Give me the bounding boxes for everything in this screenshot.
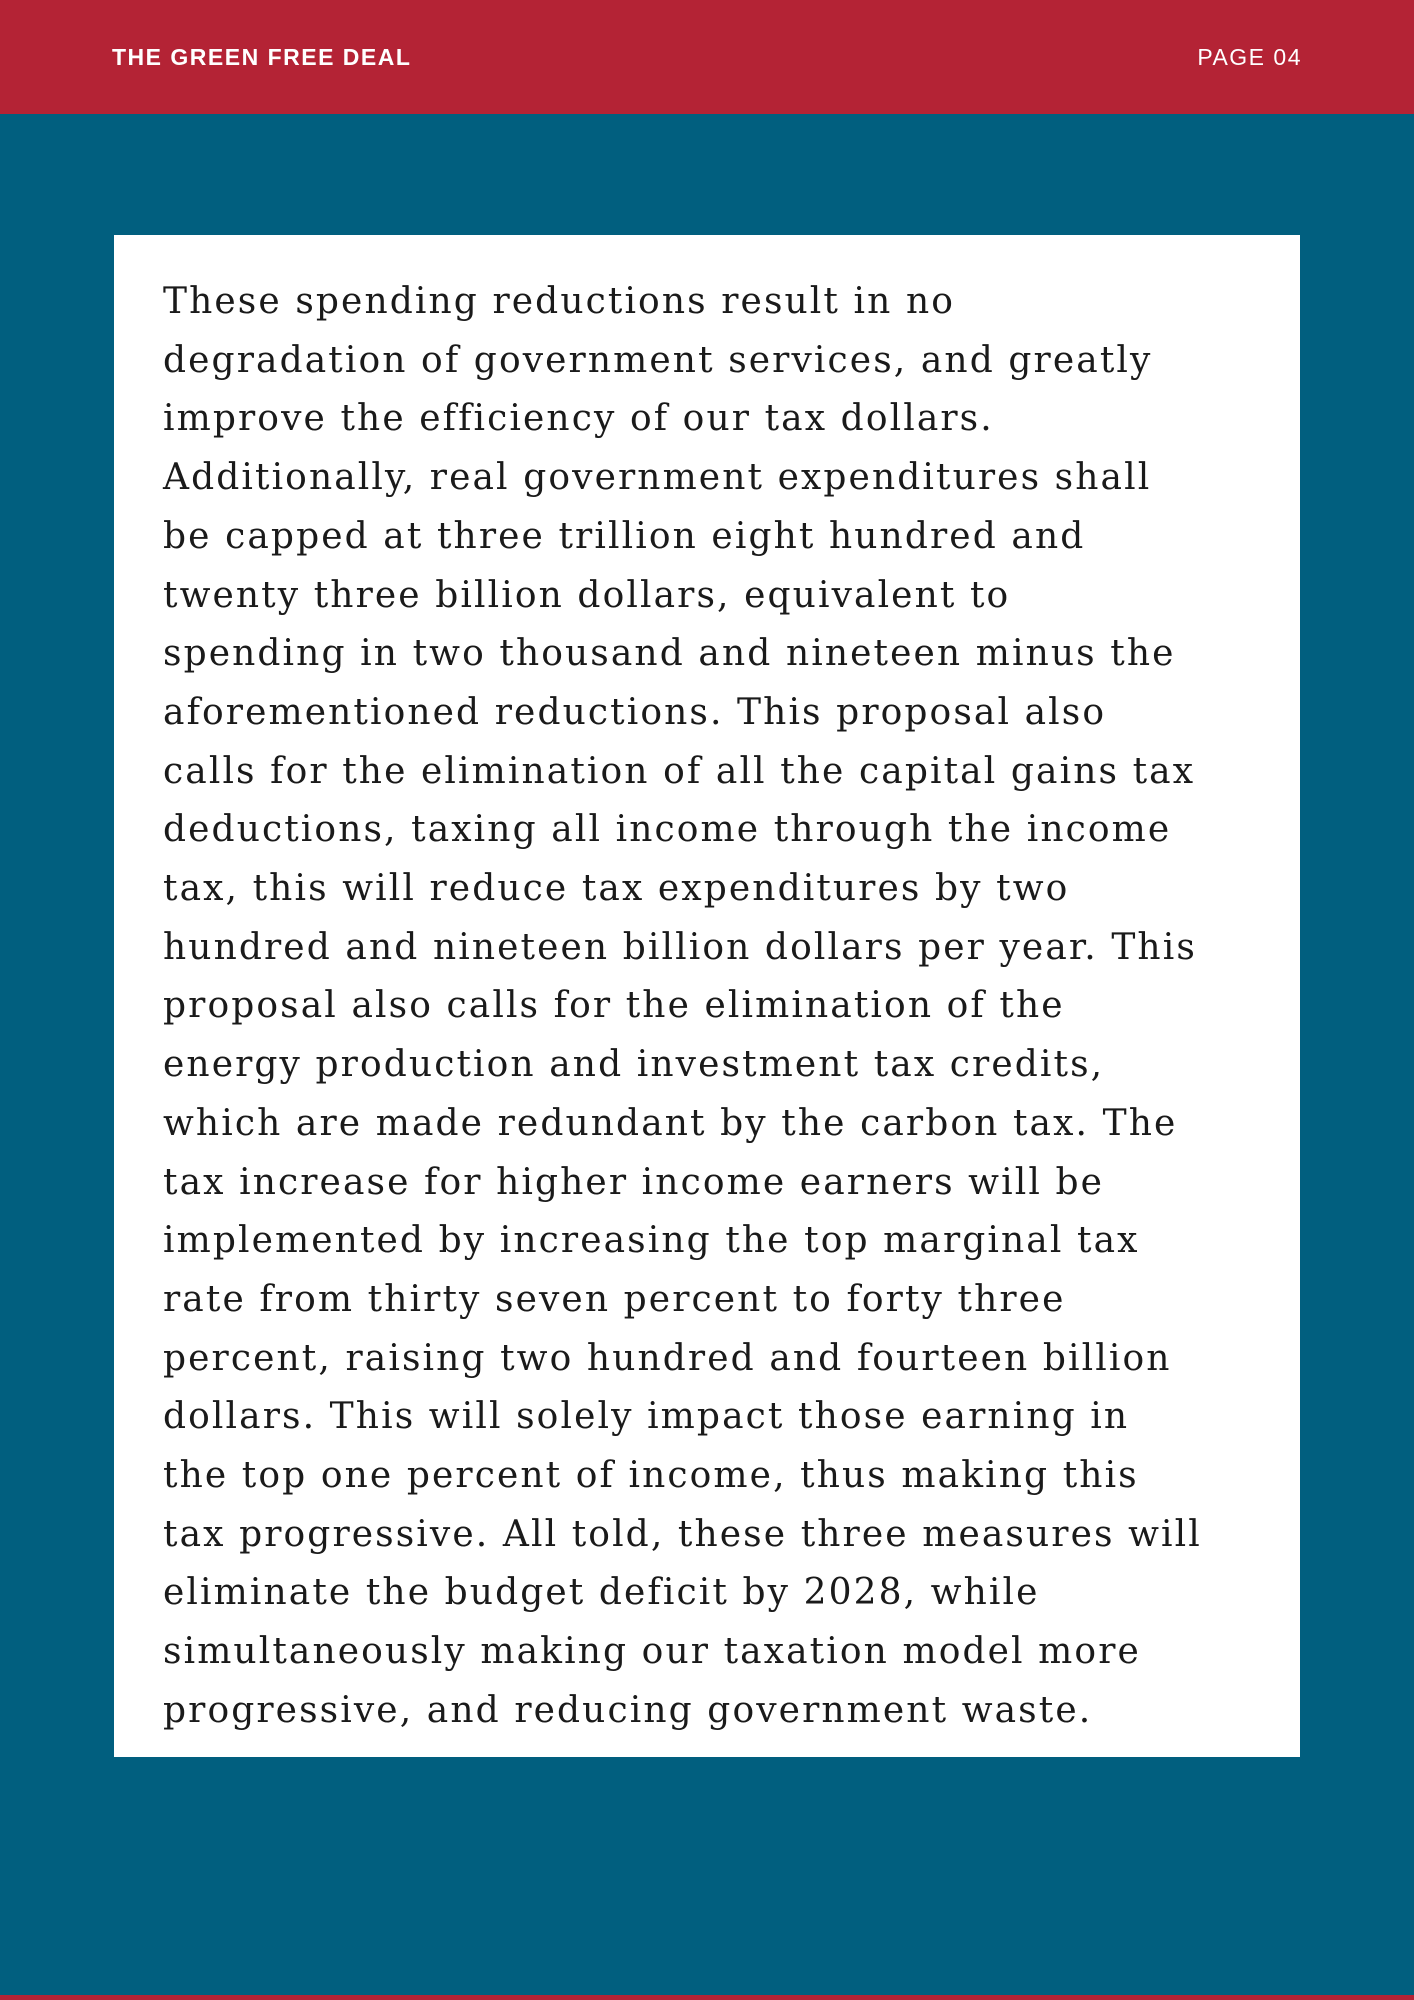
page-number: PAGE 04 bbox=[1197, 43, 1302, 70]
document-title: THE GREEN FREE DEAL bbox=[112, 43, 412, 70]
body-text-line: proposal also calls for the elimination … bbox=[163, 985, 1065, 1027]
body-text-line: improve the efficiency of our tax dollar… bbox=[163, 398, 994, 440]
body-text-line: tax, this will reduce tax expenditures b… bbox=[163, 868, 1070, 910]
page-header: THE GREEN FREE DEAL PAGE 04 bbox=[0, 0, 1414, 114]
body-text-line: be capped at three trillion eight hundre… bbox=[163, 515, 1086, 557]
body-text-line: These spending reductions result in no bbox=[163, 281, 956, 322]
body-text-line: simultaneously making our taxation model… bbox=[163, 1631, 1141, 1673]
body-text-line: tax increase for higher income earners w… bbox=[163, 1161, 1105, 1203]
body-text-line: energy production and investment tax cre… bbox=[163, 1044, 1105, 1086]
body-text-line: hundred and nineteen billion dollars per… bbox=[163, 926, 1197, 968]
body-text-line: spending in two thousand and nineteen mi… bbox=[163, 633, 1176, 675]
body-text-line: twenty three billion dollars, equivalent… bbox=[163, 574, 1011, 616]
body-text-line: implemented by increasing the top margin… bbox=[163, 1220, 1140, 1262]
body-paragraph: These spending reductions result in no d… bbox=[163, 273, 1258, 1741]
body-text-line: aforementioned reductions. This proposal… bbox=[163, 691, 1107, 733]
body-text-line: dollars. This will solely impact those e… bbox=[163, 1396, 1130, 1438]
body-text-line: calls for the elimination of all the cap… bbox=[163, 750, 1196, 792]
bottom-accent-rule bbox=[0, 1995, 1414, 2000]
body-text-line: percent, raising two hundred and fourtee… bbox=[163, 1337, 1172, 1379]
content-card: These spending reductions result in no d… bbox=[114, 235, 1300, 1757]
body-text-line: degradation of government services, and … bbox=[163, 339, 1153, 381]
body-text-line: rate from thirty seven percent to forty … bbox=[163, 1278, 1066, 1320]
body-text-line: which are made redundant by the carbon t… bbox=[163, 1102, 1178, 1144]
body-text-line: the top one percent of income, thus maki… bbox=[163, 1455, 1139, 1497]
body-text-line: tax progressive. All told, these three m… bbox=[163, 1513, 1202, 1555]
body-text-line: deductions, taxing all income through th… bbox=[163, 809, 1172, 851]
body-text-line: eliminate the budget deficit by 2028, wh… bbox=[163, 1572, 1040, 1614]
body-text-line: Additionally, real government expenditur… bbox=[163, 457, 1152, 499]
body-text-line: progressive, and reducing government was… bbox=[163, 1689, 1093, 1731]
